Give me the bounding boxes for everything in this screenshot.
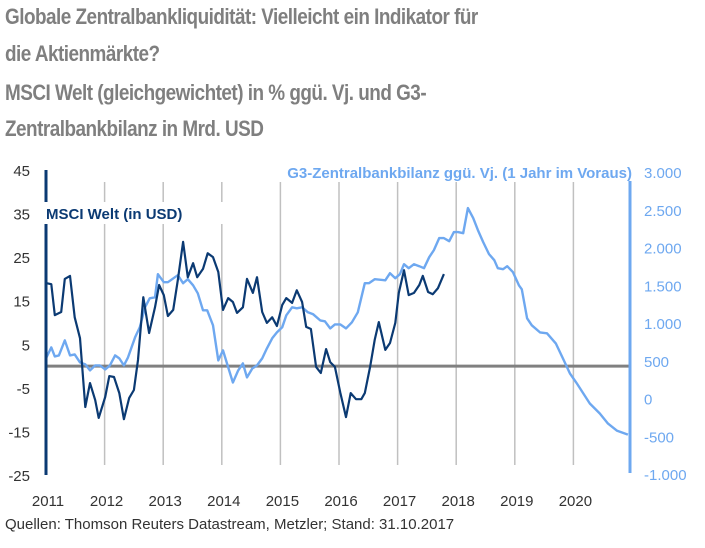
x-tick-label-2011: 2011 (32, 493, 64, 510)
right-y-tick-label: 1.500 (644, 278, 682, 295)
series-line-g3-balance (44, 206, 629, 436)
chart-title-line-1: Globale Zentralbankliquidität: Vielleich… (5, 4, 478, 29)
right-y-tick-label: 0 (644, 392, 652, 409)
x-tick-label-2013: 2013 (149, 493, 182, 510)
left-y-tick-label: 15 (13, 294, 30, 311)
x-tick-label-2012: 2012 (90, 493, 123, 510)
right-y-tick-label: 3.000 (644, 165, 682, 182)
legend-label-g3: G3-Zentralbankbilanz ggü. Vj. (1 Jahr im… (287, 165, 632, 182)
left-y-tick-label: -25 (8, 468, 30, 485)
left-y-tick-label: -5 (17, 381, 30, 398)
legend-label-msci: MSCI Welt (in USD) (46, 206, 182, 223)
x-tick-label-2020: 2020 (559, 493, 592, 510)
x-tick-label-2015: 2015 (266, 493, 299, 510)
right-y-tick-label: 2.000 (644, 241, 682, 258)
right-y-axis-ticks: 3.000 2.500 2.000 1.500 1.000 500 0 -500 -1.000 (644, 165, 687, 484)
x-tick-label-2018: 2018 (442, 493, 475, 510)
x-tick-label-2014: 2014 (207, 493, 240, 510)
left-y-tick-label: 35 (13, 207, 30, 224)
x-tick-label-2016: 2016 (324, 493, 357, 510)
x-tick-label-2019: 2019 (500, 493, 533, 510)
chart-title-line-2: die Aktienmärkte? (5, 41, 160, 66)
right-y-tick-label: -500 (644, 429, 674, 446)
right-y-tick-label: -1.000 (644, 467, 687, 484)
series-line-msci-world (46, 240, 445, 421)
right-y-tick-label: 2.500 (644, 203, 682, 220)
left-y-tick-label: -15 (8, 424, 30, 441)
left-y-tick-label: 5 (22, 337, 30, 354)
chart-subtitle-line-1: MSCI Welt (gleichgewichtet) in % ggü. Vj… (5, 80, 427, 105)
x-axis-ticks: 2011 2012 2013 2014 2015 2016 2017 2018 2019 2020 (32, 493, 592, 510)
source-note: Quellen: Thomson Reuters Datastream, Met… (5, 516, 455, 533)
right-y-tick-label: 1.000 (644, 316, 682, 333)
legend-msci-background (43, 202, 223, 224)
left-y-tick-label: 45 (13, 163, 30, 180)
left-y-tick-label: 25 (13, 250, 30, 267)
chart-subtitle-line-2: Zentralbankbilanz in Mrd. USD (5, 116, 264, 141)
x-tick-label-2017: 2017 (383, 493, 416, 510)
left-y-axis-ticks: 45 35 25 15 5 -5 -15 -25 (8, 163, 30, 485)
right-y-tick-label: 500 (644, 354, 669, 371)
